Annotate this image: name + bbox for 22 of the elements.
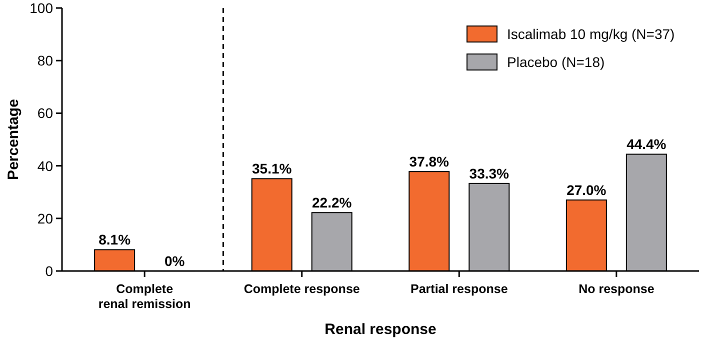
x-tick-label: Partial response	[410, 282, 508, 296]
legend-label: Placebo (N=18)	[507, 54, 605, 70]
y-axis-title: Percentage	[5, 99, 22, 180]
legend-label: Iscalimab 10 mg/kg (N=37)	[507, 26, 675, 42]
data-label: 44.4%	[626, 136, 667, 152]
data-label: 37.8%	[409, 154, 450, 170]
x-axis-title: Renal response	[324, 321, 436, 338]
y-tick-label: 60	[37, 105, 54, 122]
x-tick-label: Complete renal remission	[98, 282, 191, 311]
y-tick-label: 100	[30, 0, 54, 16]
data-label: 0%	[164, 253, 186, 269]
data-label: 33.3%	[469, 165, 510, 182]
data-label: 35.1%	[252, 160, 292, 177]
x-tick-label: No response	[578, 282, 654, 296]
y-tick-label: 20	[37, 210, 54, 226]
y-tick-label: 80	[37, 52, 54, 69]
y-tick-label: 40	[37, 158, 54, 174]
x-tick-label: Complete response	[244, 282, 360, 296]
y-tick-label: 0	[45, 263, 54, 279]
data-label: 27.0%	[566, 182, 607, 198]
data-label: 22.2%	[312, 194, 352, 211]
data-label: 8.1%	[98, 232, 132, 248]
